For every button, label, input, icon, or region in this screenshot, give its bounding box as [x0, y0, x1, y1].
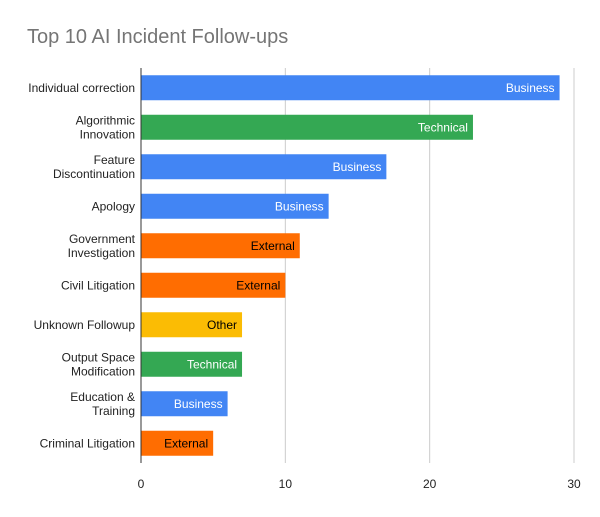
bar	[141, 233, 300, 259]
bar	[141, 312, 243, 338]
bar-data-label: External	[164, 436, 208, 450]
bar-data-label: Business	[506, 81, 555, 95]
bar	[141, 114, 473, 140]
bar-data-label: Business	[275, 199, 324, 213]
category-label: Apology	[92, 199, 135, 213]
bar	[141, 391, 228, 417]
category-label: Output Space Modification	[62, 350, 136, 378]
chart-title: Top 10 AI Incident Follow-ups	[27, 26, 289, 48]
x-tick-label: 20	[423, 477, 437, 491]
bar	[141, 351, 243, 377]
category-label: Criminal Litigation	[40, 436, 135, 450]
category-label: Feature Discontinuation	[53, 153, 135, 181]
bar	[141, 430, 214, 456]
bar-data-label: External	[251, 239, 295, 253]
category-label: Algorithmic Innovation	[76, 113, 135, 141]
category-label: Civil Litigation	[61, 278, 135, 292]
category-label: Individual correction	[28, 81, 135, 95]
bar-data-label: Business	[333, 160, 382, 174]
category-label: Education & Training	[70, 390, 135, 418]
bar-data-label: Technical	[418, 120, 468, 134]
bar	[141, 193, 329, 219]
bar-data-label: External	[236, 278, 280, 292]
category-label: Unknown Followup	[34, 318, 136, 332]
bar-data-label: Other	[207, 318, 237, 332]
x-tick-label: 10	[279, 477, 293, 491]
bar-data-label: Business	[174, 397, 223, 411]
bar-data-label: Technical	[187, 357, 237, 371]
bar	[141, 154, 387, 180]
x-tick-label: 0	[138, 477, 145, 491]
bar	[141, 272, 286, 298]
category-label: Government Investigation	[68, 232, 136, 260]
bar	[141, 75, 560, 101]
x-tick-label: 30	[567, 477, 581, 491]
